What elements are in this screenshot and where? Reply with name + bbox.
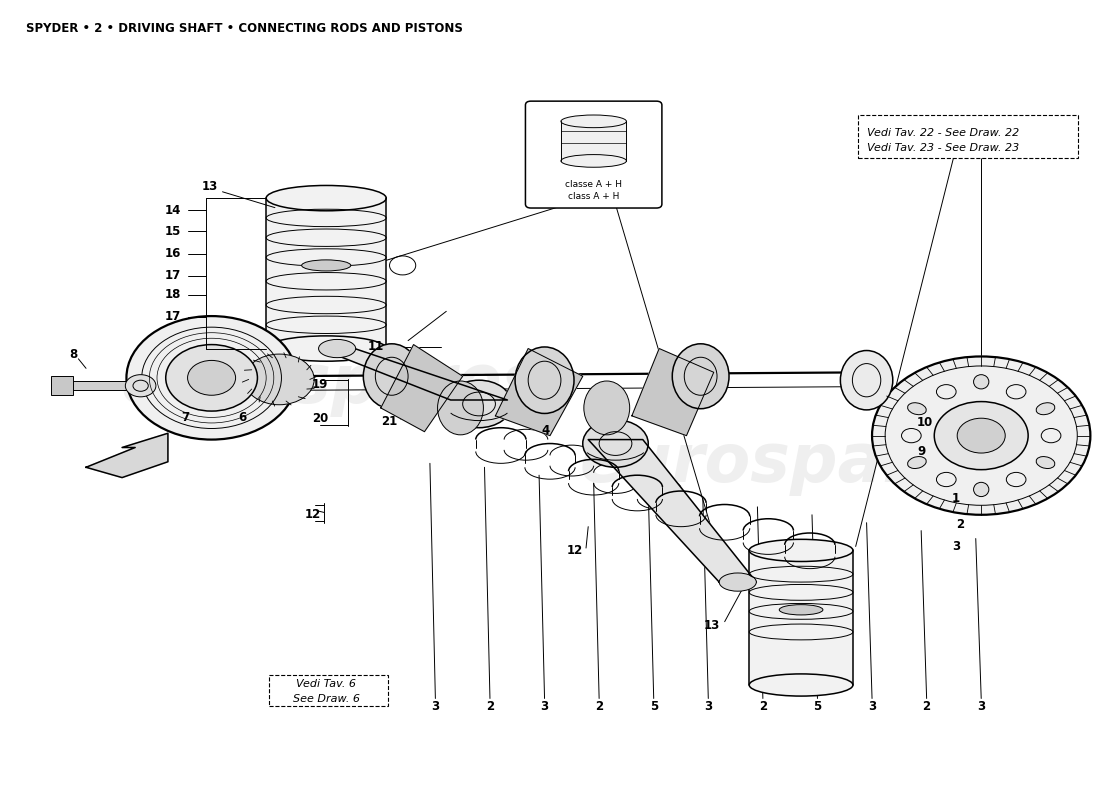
Polygon shape xyxy=(381,345,463,432)
Ellipse shape xyxy=(561,115,626,128)
FancyBboxPatch shape xyxy=(749,550,852,685)
Ellipse shape xyxy=(974,482,989,497)
Circle shape xyxy=(126,316,297,439)
Ellipse shape xyxy=(908,402,926,414)
FancyBboxPatch shape xyxy=(51,376,73,395)
Circle shape xyxy=(583,420,648,467)
Text: 20: 20 xyxy=(312,412,329,425)
Text: eurospares: eurospares xyxy=(121,351,542,417)
Text: 18: 18 xyxy=(165,288,182,302)
Text: 2: 2 xyxy=(923,700,931,713)
Text: 5: 5 xyxy=(813,700,822,713)
Polygon shape xyxy=(86,434,168,478)
Text: SPYDER • 2 • DRIVING SHAFT • CONNECTING RODS AND PISTONS: SPYDER • 2 • DRIVING SHAFT • CONNECTING … xyxy=(26,22,463,35)
Ellipse shape xyxy=(840,350,893,410)
Text: 17: 17 xyxy=(165,270,182,282)
FancyBboxPatch shape xyxy=(526,101,662,208)
Text: 11: 11 xyxy=(367,341,384,354)
Ellipse shape xyxy=(266,336,386,362)
Text: eurospares: eurospares xyxy=(580,430,1001,496)
Text: 14: 14 xyxy=(165,203,182,217)
Text: 3: 3 xyxy=(952,540,960,553)
FancyBboxPatch shape xyxy=(59,382,139,390)
Ellipse shape xyxy=(779,605,823,615)
Circle shape xyxy=(447,380,512,428)
FancyBboxPatch shape xyxy=(858,115,1078,158)
Circle shape xyxy=(166,345,257,411)
Ellipse shape xyxy=(908,457,926,469)
Text: classe A + H
class A + H: classe A + H class A + H xyxy=(565,180,623,202)
Text: 3: 3 xyxy=(704,700,713,713)
FancyBboxPatch shape xyxy=(270,674,388,706)
Polygon shape xyxy=(495,349,583,436)
Text: 2: 2 xyxy=(486,700,494,713)
Text: 12: 12 xyxy=(305,508,321,522)
FancyBboxPatch shape xyxy=(266,198,386,349)
Ellipse shape xyxy=(438,381,483,435)
Ellipse shape xyxy=(1036,402,1055,414)
Circle shape xyxy=(188,361,235,395)
Ellipse shape xyxy=(301,260,351,271)
Text: 9: 9 xyxy=(917,445,925,458)
Text: 10: 10 xyxy=(916,416,933,429)
Text: 15: 15 xyxy=(165,225,182,238)
Text: Vedi Tav. 22 - See Draw. 22
Vedi Tav. 23 - See Draw. 23: Vedi Tav. 22 - See Draw. 22 Vedi Tav. 23… xyxy=(867,127,1019,153)
Polygon shape xyxy=(631,349,714,436)
Text: 16: 16 xyxy=(165,247,182,260)
Text: 17: 17 xyxy=(165,310,182,323)
Text: 4: 4 xyxy=(541,423,550,437)
Ellipse shape xyxy=(719,573,757,591)
Ellipse shape xyxy=(561,154,626,167)
Ellipse shape xyxy=(974,374,989,389)
Circle shape xyxy=(872,357,1090,514)
Polygon shape xyxy=(320,349,507,400)
Circle shape xyxy=(244,354,315,405)
Text: 8: 8 xyxy=(69,347,77,361)
Text: 21: 21 xyxy=(381,415,397,428)
Text: 2: 2 xyxy=(595,700,603,713)
Ellipse shape xyxy=(363,344,420,409)
Ellipse shape xyxy=(266,186,386,210)
Ellipse shape xyxy=(1036,457,1055,469)
Text: 12: 12 xyxy=(566,544,583,557)
Text: 7: 7 xyxy=(182,411,189,424)
Text: 13: 13 xyxy=(703,619,719,632)
Polygon shape xyxy=(588,439,757,582)
Text: 3: 3 xyxy=(977,700,986,713)
Text: 3: 3 xyxy=(431,700,439,713)
Circle shape xyxy=(125,374,156,397)
Ellipse shape xyxy=(584,381,629,435)
Text: 1: 1 xyxy=(952,493,960,506)
Text: 13: 13 xyxy=(201,180,218,193)
Text: Vedi Tav. 6
See Draw. 6: Vedi Tav. 6 See Draw. 6 xyxy=(293,678,360,704)
Text: 3: 3 xyxy=(540,700,549,713)
Text: 6: 6 xyxy=(238,411,246,424)
Circle shape xyxy=(934,402,1028,470)
Text: 2: 2 xyxy=(956,518,965,530)
Ellipse shape xyxy=(749,539,852,562)
Ellipse shape xyxy=(319,339,355,358)
Circle shape xyxy=(957,418,1005,453)
Ellipse shape xyxy=(515,347,574,414)
Ellipse shape xyxy=(672,344,729,409)
Text: 19: 19 xyxy=(312,378,329,390)
Ellipse shape xyxy=(749,674,852,696)
Polygon shape xyxy=(561,122,626,161)
Text: 2: 2 xyxy=(759,700,767,713)
Text: 3: 3 xyxy=(868,700,876,713)
Text: 5: 5 xyxy=(650,700,658,713)
